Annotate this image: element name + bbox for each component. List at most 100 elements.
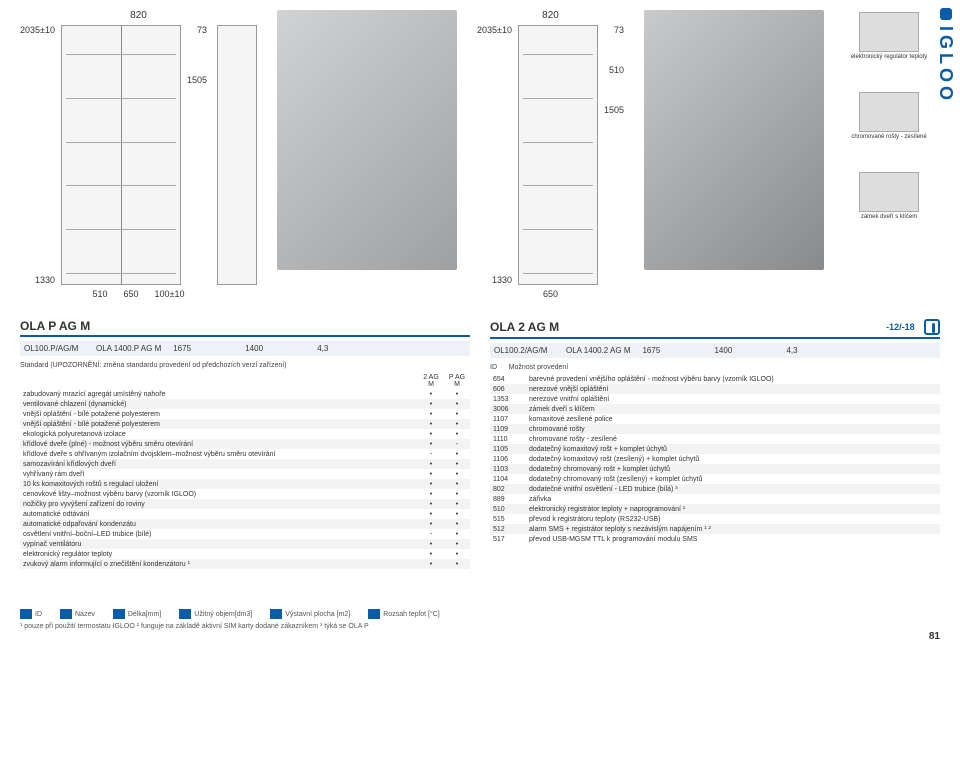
table-row: automatické odpařování kondenzátu•• <box>20 519 470 529</box>
feature-b: • <box>444 489 470 499</box>
option-id: 802 <box>490 484 526 494</box>
dim-vert-left: 2035±10 1330 <box>20 25 55 285</box>
dim-vert-right: 2035±10 1330 <box>477 25 512 285</box>
thermostat-icon <box>859 12 919 52</box>
feature-b: • <box>444 429 470 439</box>
option-id: 1110 <box>490 434 526 444</box>
option-text: převod USB-MGSM TTL k programování modul… <box>526 534 940 544</box>
option-id: 1353 <box>490 394 526 404</box>
table-row: zabudovaný mrazící agregát umístěný naho… <box>20 389 470 399</box>
brand-logo: IGLOO <box>935 8 956 104</box>
option-text: zámek dveří s klíčem <box>526 404 940 414</box>
dim-bottom-left: 510 650 100±10 <box>92 289 184 299</box>
option-id: 1103 <box>490 464 526 474</box>
diagram-left: 820 2035±10 1330 73 1505 510 650 <box>20 10 257 299</box>
feature-b: • <box>444 509 470 519</box>
feature-a: • <box>418 489 444 499</box>
table-row: 1107komaxitové zesílené police <box>490 414 940 424</box>
spec-row-right: OL100.2/AG/M OLA 1400.2 AG M 1675 1400 4… <box>490 343 940 358</box>
logo-text: IGLOO <box>935 26 956 104</box>
feature-a: • <box>418 439 444 449</box>
side-notes: elektronický regulátor teploty chromovan… <box>844 10 934 220</box>
feature-a: • <box>418 509 444 519</box>
option-id: 3006 <box>490 404 526 414</box>
option-text: chromované rošty - zesílené <box>526 434 940 444</box>
models-row: OLA P AG M OL100.P/AG/M OLA 1400.P AG M … <box>20 319 940 569</box>
table-row: křídlové dveře s ohřívaným izolačním dvo… <box>20 449 470 459</box>
option-id: 515 <box>490 514 526 524</box>
temp-range: -12/-18 <box>886 322 915 332</box>
feature-text: křídlové dveře s ohřívaným izolačním dvo… <box>20 449 418 459</box>
model-title-right: OLA 2 AG M -12/-18 <box>490 319 940 339</box>
table-row: 1109chromované rošty <box>490 424 940 434</box>
top-diagrams-row: 820 2035±10 1330 73 1505 510 650 <box>20 10 940 299</box>
option-id: 1106 <box>490 454 526 464</box>
option-id: 1107 <box>490 414 526 424</box>
feature-a: • <box>418 459 444 469</box>
table-row: 517převod USB-MGSM TTL k programování mo… <box>490 534 940 544</box>
option-text: elektronický registrátor teploty + napro… <box>526 504 940 514</box>
feature-text: zvukový alarm informující o znečištění k… <box>20 559 418 569</box>
feature-text: nožičky pro vyvýšení zařízení do roviny <box>20 499 418 509</box>
feature-text: vnější opláštění - bílé potažené polyest… <box>20 419 418 429</box>
feature-text: 10 ks komaxitových roštů s regulací ulož… <box>20 479 418 489</box>
feature-b: • <box>444 559 470 569</box>
table-row: osvětlení vnitřní–boční–LED trubice (bíl… <box>20 529 470 539</box>
feature-b: • <box>444 419 470 429</box>
table-row: 1103dodatečný chromovaný rošt + komplet … <box>490 464 940 474</box>
feature-text: vnější opláštění - bílé potažené polyest… <box>20 409 418 419</box>
option-text: chromované rošty <box>526 424 940 434</box>
option-text: zářivka <box>526 494 940 504</box>
option-text: nerezové vnější opláštění <box>526 384 940 394</box>
dim-top-left: 820 <box>130 10 147 21</box>
feature-b: - <box>444 439 470 449</box>
table-row: 1353nerezové vnitřní opláštění <box>490 394 940 404</box>
option-text: dodatečný komaxitový rošt (zesílený) + k… <box>526 454 940 464</box>
product-photo-left <box>277 10 457 270</box>
option-id: 889 <box>490 494 526 504</box>
table-row: 10 ks komaxitových roštů s regulací ulož… <box>20 479 470 489</box>
table-row: 606nerezové vnější opláštění <box>490 384 940 394</box>
feature-b: • <box>444 469 470 479</box>
col-head-a: 2 AG M <box>418 372 444 389</box>
feature-text: elektronický regulátor teploty <box>20 549 418 559</box>
feature-a: • <box>418 389 444 399</box>
feature-a: - <box>418 449 444 459</box>
feature-b: • <box>444 389 470 399</box>
options-table: 654barevné provedení vnějšího opláštění … <box>490 374 940 544</box>
side-drawing-left <box>217 25 257 285</box>
dim-bottom-right: 650 <box>543 289 558 299</box>
model-left: OLA P AG M OL100.P/AG/M OLA 1400.P AG M … <box>20 319 470 569</box>
feature-text: ventilované chlazení (dynamické) <box>20 399 418 409</box>
table-row: 1104dodatečný chromovaný rošt (zesílený)… <box>490 474 940 484</box>
feature-b: • <box>444 479 470 489</box>
option-text: alarm SMS + registrátor teploty s nezávi… <box>526 524 940 534</box>
feature-a: • <box>418 479 444 489</box>
table-row: vyhřívaný rám dveří•• <box>20 469 470 479</box>
table-row: vnější opláštění - bílé potažené polyest… <box>20 419 470 429</box>
table-row: křídlové dveře (plné) - možnost výběru s… <box>20 439 470 449</box>
legend-item: ID <box>20 609 42 619</box>
option-id: 1105 <box>490 444 526 454</box>
table-row: 889zářivka <box>490 494 940 504</box>
footnotes: ¹ pouze při použití termostatu IGLOO ² f… <box>20 623 940 630</box>
feature-text: zabudovaný mrazící agregát umístěný naho… <box>20 389 418 399</box>
feature-a: • <box>418 559 444 569</box>
feature-b: • <box>444 499 470 509</box>
table-row: zvukový alarm informující o znečištění k… <box>20 559 470 569</box>
options-head-row: ID Možnost provedení <box>490 364 940 371</box>
feature-b: • <box>444 549 470 559</box>
table-row: elektronický regulátor teploty•• <box>20 549 470 559</box>
standard-note: Standard (UPOZORNĚNÍ: změna standardu pr… <box>20 362 470 369</box>
legend-row: ID Název Délka[mm] Užitný objem[dm3] Výs… <box>20 609 940 619</box>
option-text: dodatečný komaxitový rošt + komplet úchy… <box>526 444 940 454</box>
feature-text: vypínač ventilátoru <box>20 539 418 549</box>
option-text: komaxitové zesílené police <box>526 414 940 424</box>
feature-a: • <box>418 409 444 419</box>
table-row: ventilované chlazení (dynamické)•• <box>20 399 470 409</box>
feature-b: • <box>444 449 470 459</box>
dim-top-right: 820 <box>542 10 559 21</box>
feature-a: • <box>418 399 444 409</box>
table-row: 515převod k registrátoru teploty (RS232-… <box>490 514 940 524</box>
feature-b: • <box>444 519 470 529</box>
